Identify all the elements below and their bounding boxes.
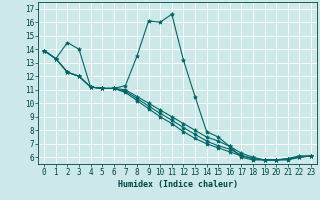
X-axis label: Humidex (Indice chaleur): Humidex (Indice chaleur) [118, 180, 238, 189]
